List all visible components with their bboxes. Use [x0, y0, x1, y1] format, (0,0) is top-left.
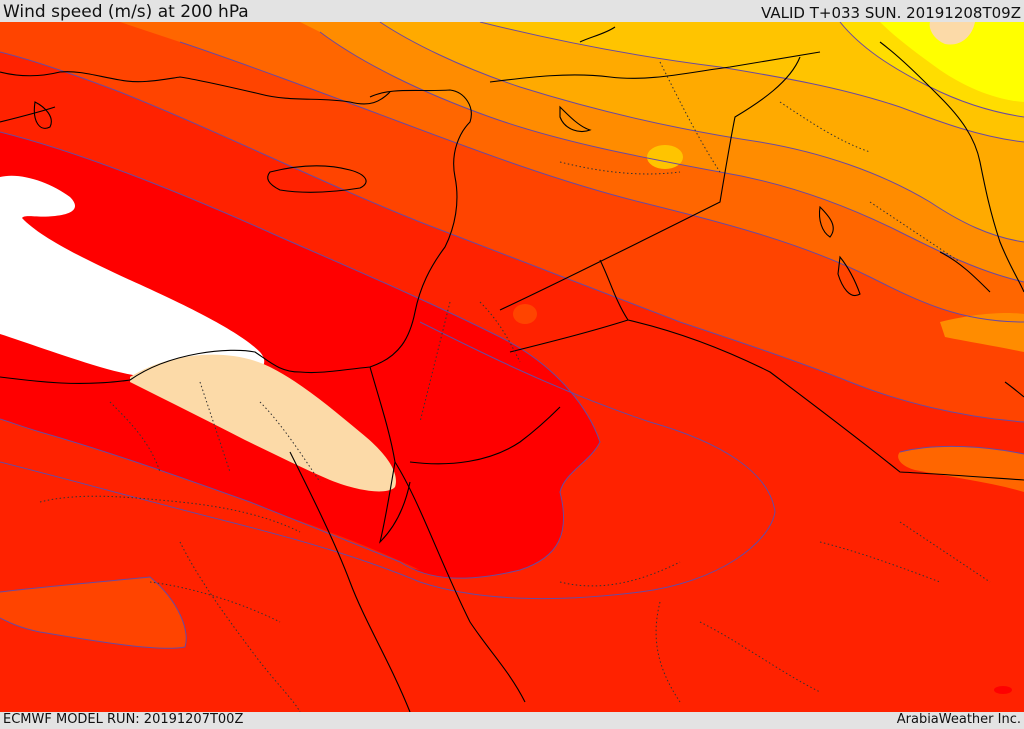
valid-time: VALID T+033 SUN. 20191208T09Z: [761, 4, 1021, 22]
band-white-core: [0, 175, 265, 381]
band-peach-core: [130, 354, 396, 492]
model-run: ECMWF MODEL RUN: 20191207T00Z: [3, 712, 244, 727]
band-orange-red-lower-strip: [0, 422, 420, 570]
band-yellow: [880, 22, 1024, 102]
band-pale-corner: [929, 22, 975, 45]
coastlines: [0, 26, 1024, 712]
header-bar: Wind speed (m/s) at 200 hPa VALID T+033 …: [0, 0, 1024, 22]
band-orange-right-lobe: [898, 446, 1024, 492]
band-orange-red-lower-lobe: [0, 577, 187, 649]
wind-speed-map: [0, 22, 1024, 712]
contour-lines: [0, 22, 1024, 649]
band-gold-blob: [647, 145, 683, 169]
band-orange-light-right-lobe: [940, 312, 1024, 352]
map-title: Wind speed (m/s) at 200 hPa: [3, 2, 249, 22]
band-red-blob: [994, 686, 1012, 694]
admin-borders: [39, 61, 991, 712]
band-orange-red-blob: [513, 304, 537, 324]
map-canvas: [0, 22, 1024, 712]
footer-bar: ECMWF MODEL RUN: 20191207T00Z ArabiaWeat…: [0, 712, 1024, 729]
provider-credit: ArabiaWeather Inc.: [896, 712, 1021, 727]
